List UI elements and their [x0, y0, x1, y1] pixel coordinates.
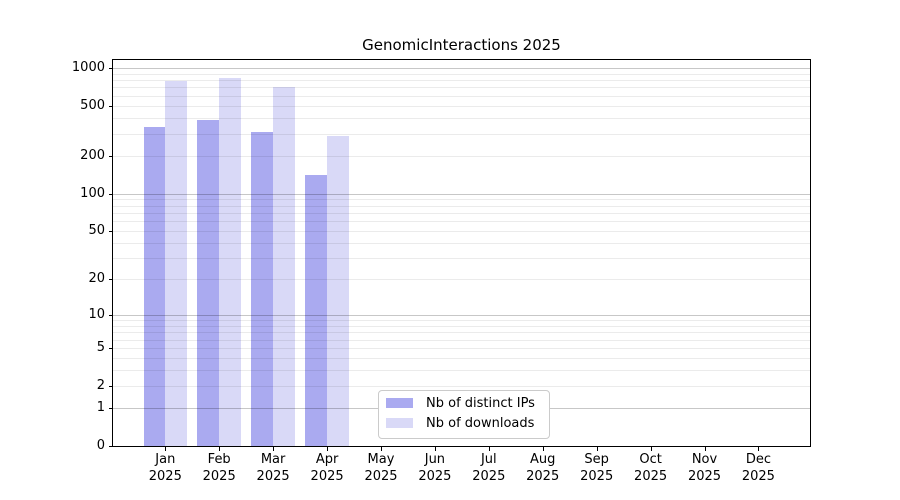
x-tick — [650, 447, 652, 451]
y-tick-label: 50 — [88, 222, 105, 238]
legend-label-downloads: Nb of downloads — [426, 415, 535, 431]
y-tick-label: 2 — [96, 377, 105, 393]
bar-feb-downloads — [219, 77, 241, 446]
bar-mar-distinct-ips — [251, 131, 274, 446]
x-tick — [327, 447, 329, 451]
x-tick — [165, 447, 167, 451]
legend-swatch-distinct-ips — [386, 398, 413, 408]
y-tick — [109, 385, 113, 387]
y-tick-label: 200 — [80, 147, 105, 163]
x-tick — [273, 447, 275, 451]
plot-area: Nb of distinct IPs Nb of downloads — [112, 59, 811, 447]
x-tick-label-jul: Jul 2025 — [472, 452, 506, 484]
x-tick-label-mar: Mar 2025 — [256, 452, 290, 484]
x-tick-label-aug: Aug 2025 — [526, 452, 560, 484]
y-tick-label: 500 — [80, 97, 105, 113]
x-tick — [542, 447, 544, 451]
y-tick — [109, 279, 113, 281]
legend: Nb of distinct IPs Nb of downloads — [378, 390, 550, 439]
y-tick-label: 0 — [96, 438, 105, 453]
y-tick — [109, 67, 113, 69]
legend-label-distinct-ips: Nb of distinct IPs — [426, 395, 535, 411]
x-tick — [434, 447, 436, 451]
bars-layer — [113, 60, 810, 446]
y-tick — [109, 348, 113, 349]
bar-jan-distinct-ips — [143, 126, 166, 446]
y-tick-label: 1 — [96, 400, 105, 416]
x-tick-label-sep: Sep 2025 — [580, 452, 614, 484]
y-tick-label: 10 — [88, 306, 105, 322]
bar-feb-distinct-ips — [197, 120, 220, 446]
legend-swatch-downloads — [386, 418, 413, 428]
y-tick — [109, 155, 113, 157]
x-tick-label-may: May 2025 — [364, 452, 398, 484]
x-tick-label-dec: Dec 2025 — [741, 452, 775, 484]
y-tick — [109, 408, 113, 410]
x-tick-label-jun: Jun 2025 — [418, 452, 452, 484]
x-tick-label-jan: Jan 2025 — [148, 452, 182, 484]
x-tick — [488, 447, 490, 451]
y-tick-label: 100 — [80, 185, 105, 201]
y-tick — [109, 230, 113, 232]
x-tick-label-oct: Oct 2025 — [634, 452, 668, 484]
x-tick — [219, 447, 221, 451]
bar-jan-downloads — [165, 80, 188, 446]
legend-item-distinct-ips: Nb of distinct IPs — [386, 393, 549, 413]
chart-title: GenomicInteractions 2025 — [362, 36, 561, 54]
legend-item-downloads: Nb of downloads — [386, 413, 549, 433]
x-tick — [381, 447, 382, 451]
y-tick — [109, 105, 113, 107]
y-tick — [109, 193, 113, 195]
y-tick-label: 20 — [88, 271, 105, 287]
x-tick-label-apr: Apr 2025 — [310, 452, 344, 484]
y-tick — [109, 314, 113, 316]
y-tick — [109, 446, 113, 447]
x-tick-label-nov: Nov 2025 — [687, 452, 722, 484]
bar-apr-distinct-ips — [305, 175, 328, 446]
bar-mar-downloads — [273, 86, 295, 446]
y-tick-label: 5 — [96, 340, 105, 355]
x-tick — [704, 447, 706, 451]
x-tick — [758, 447, 760, 451]
x-tick-label-feb: Feb 2025 — [202, 452, 236, 484]
y-tick-label: 1000 — [71, 59, 105, 75]
x-tick — [596, 447, 598, 451]
bar-apr-downloads — [327, 135, 349, 446]
